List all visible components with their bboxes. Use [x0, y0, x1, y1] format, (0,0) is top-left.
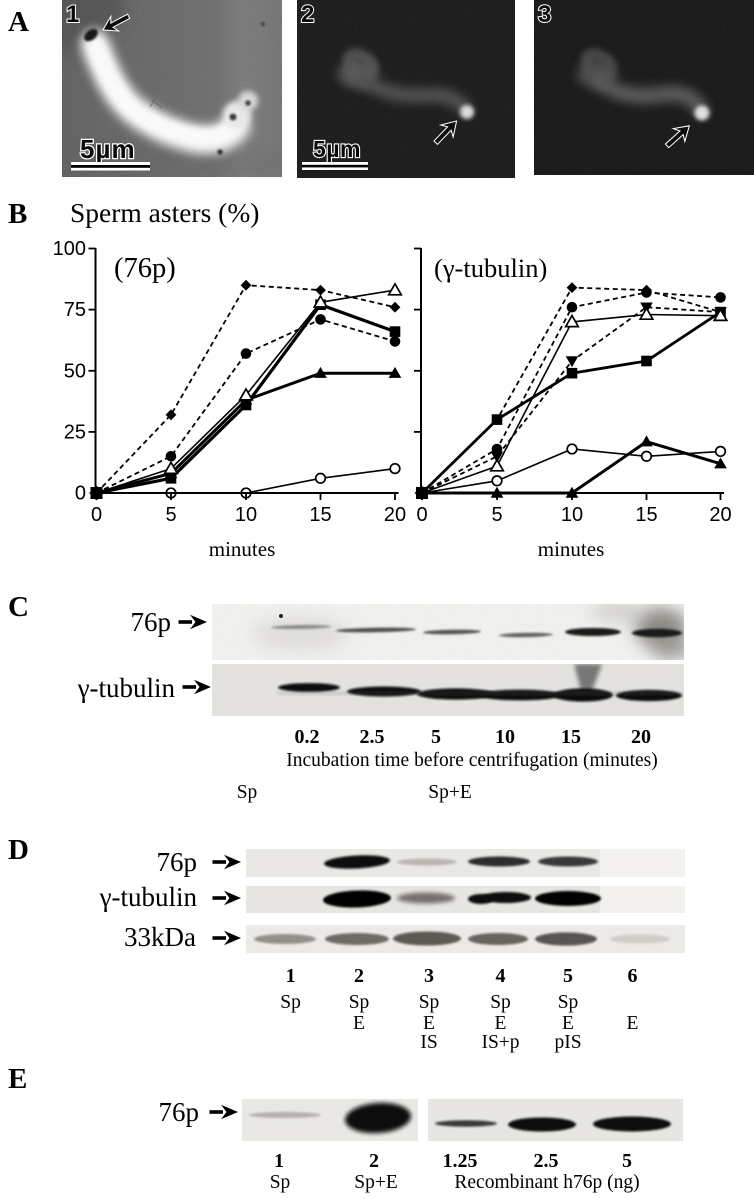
svg-text:5µm: 5µm — [313, 136, 361, 162]
svg-text:Incubation time before centrif: Incubation time before centrifugation (m… — [286, 750, 657, 771]
svg-text:2.5: 2.5 — [360, 726, 385, 748]
svg-text:75: 75 — [64, 299, 86, 321]
svg-text:1: 1 — [286, 965, 296, 987]
svg-text:100: 100 — [53, 238, 86, 260]
svg-text:minutes: minutes — [209, 537, 276, 561]
svg-text:E: E — [495, 1013, 507, 1034]
svg-text:Sp: Sp — [419, 992, 440, 1013]
svg-text:Sp+E: Sp+E — [428, 782, 472, 803]
svg-text:6: 6 — [628, 965, 638, 987]
svg-text:5µm: 5µm — [80, 134, 136, 164]
svg-text:3: 3 — [538, 1, 551, 28]
svg-text:2: 2 — [354, 965, 364, 987]
svg-text:5: 5 — [622, 1150, 632, 1172]
svg-text:Sperm asters (%): Sperm asters (%) — [70, 197, 259, 228]
svg-text:2: 2 — [369, 1150, 379, 1172]
svg-text:15: 15 — [635, 504, 657, 526]
svg-text:76p: 76p — [157, 847, 198, 877]
svg-text:(γ-tubulin): (γ-tubulin) — [434, 253, 547, 283]
svg-text:5: 5 — [491, 504, 502, 526]
svg-text:Sp: Sp — [237, 782, 258, 803]
svg-text:minutes: minutes — [538, 537, 605, 561]
svg-text:1: 1 — [66, 1, 79, 28]
svg-text:15: 15 — [561, 726, 581, 748]
svg-text:0: 0 — [75, 483, 86, 505]
svg-text:76p: 76p — [159, 1097, 200, 1127]
svg-text:1: 1 — [274, 1150, 284, 1172]
svg-text:50: 50 — [64, 360, 86, 382]
svg-text:A: A — [8, 6, 29, 38]
svg-text:20: 20 — [631, 726, 651, 748]
svg-text:15: 15 — [309, 504, 331, 526]
svg-text:E: E — [353, 1013, 365, 1034]
svg-text:33kDa: 33kDa — [124, 922, 196, 952]
svg-text:IS: IS — [420, 1032, 437, 1053]
svg-text:20: 20 — [384, 504, 406, 526]
svg-text:E: E — [423, 1013, 435, 1034]
svg-text:0: 0 — [416, 504, 427, 526]
svg-text:E: E — [562, 1013, 574, 1034]
svg-text:Sp+E: Sp+E — [354, 1172, 398, 1193]
svg-text:10: 10 — [235, 504, 257, 526]
svg-text:IS+p: IS+p — [481, 1032, 519, 1053]
svg-text:γ-tubulin: γ-tubulin — [77, 673, 176, 703]
svg-text:5: 5 — [563, 965, 573, 987]
svg-text:Sp: Sp — [349, 992, 370, 1013]
svg-text:D: D — [8, 834, 29, 866]
svg-text:5: 5 — [165, 504, 176, 526]
svg-text:10: 10 — [495, 726, 515, 748]
svg-text:5: 5 — [431, 726, 441, 748]
svg-text:Recombinant h76p (ng): Recombinant h76p (ng) — [454, 1172, 639, 1193]
svg-text:25: 25 — [64, 421, 86, 443]
svg-text:0.2: 0.2 — [295, 726, 320, 748]
svg-text:C: C — [8, 591, 29, 623]
svg-text:76p: 76p — [131, 607, 172, 637]
svg-text:B: B — [8, 198, 27, 230]
svg-text:0: 0 — [91, 504, 102, 526]
svg-text:2.5: 2.5 — [534, 1150, 559, 1172]
svg-text:Sp: Sp — [558, 992, 579, 1013]
svg-text:E: E — [8, 1063, 27, 1095]
svg-text:1.25: 1.25 — [443, 1150, 478, 1172]
svg-text:3: 3 — [424, 965, 434, 987]
svg-text:4: 4 — [496, 965, 506, 987]
svg-text:pIS: pIS — [554, 1032, 581, 1053]
svg-text:Sp: Sp — [490, 992, 511, 1013]
svg-text:2: 2 — [301, 1, 314, 28]
svg-text:10: 10 — [561, 504, 583, 526]
svg-text:(76p): (76p) — [114, 253, 176, 284]
svg-text:Sp: Sp — [280, 992, 301, 1013]
svg-text:Sp: Sp — [270, 1172, 291, 1193]
svg-text:20: 20 — [709, 504, 731, 526]
svg-text:γ-tubulin: γ-tubulin — [99, 882, 198, 912]
svg-text:E: E — [627, 1013, 639, 1034]
